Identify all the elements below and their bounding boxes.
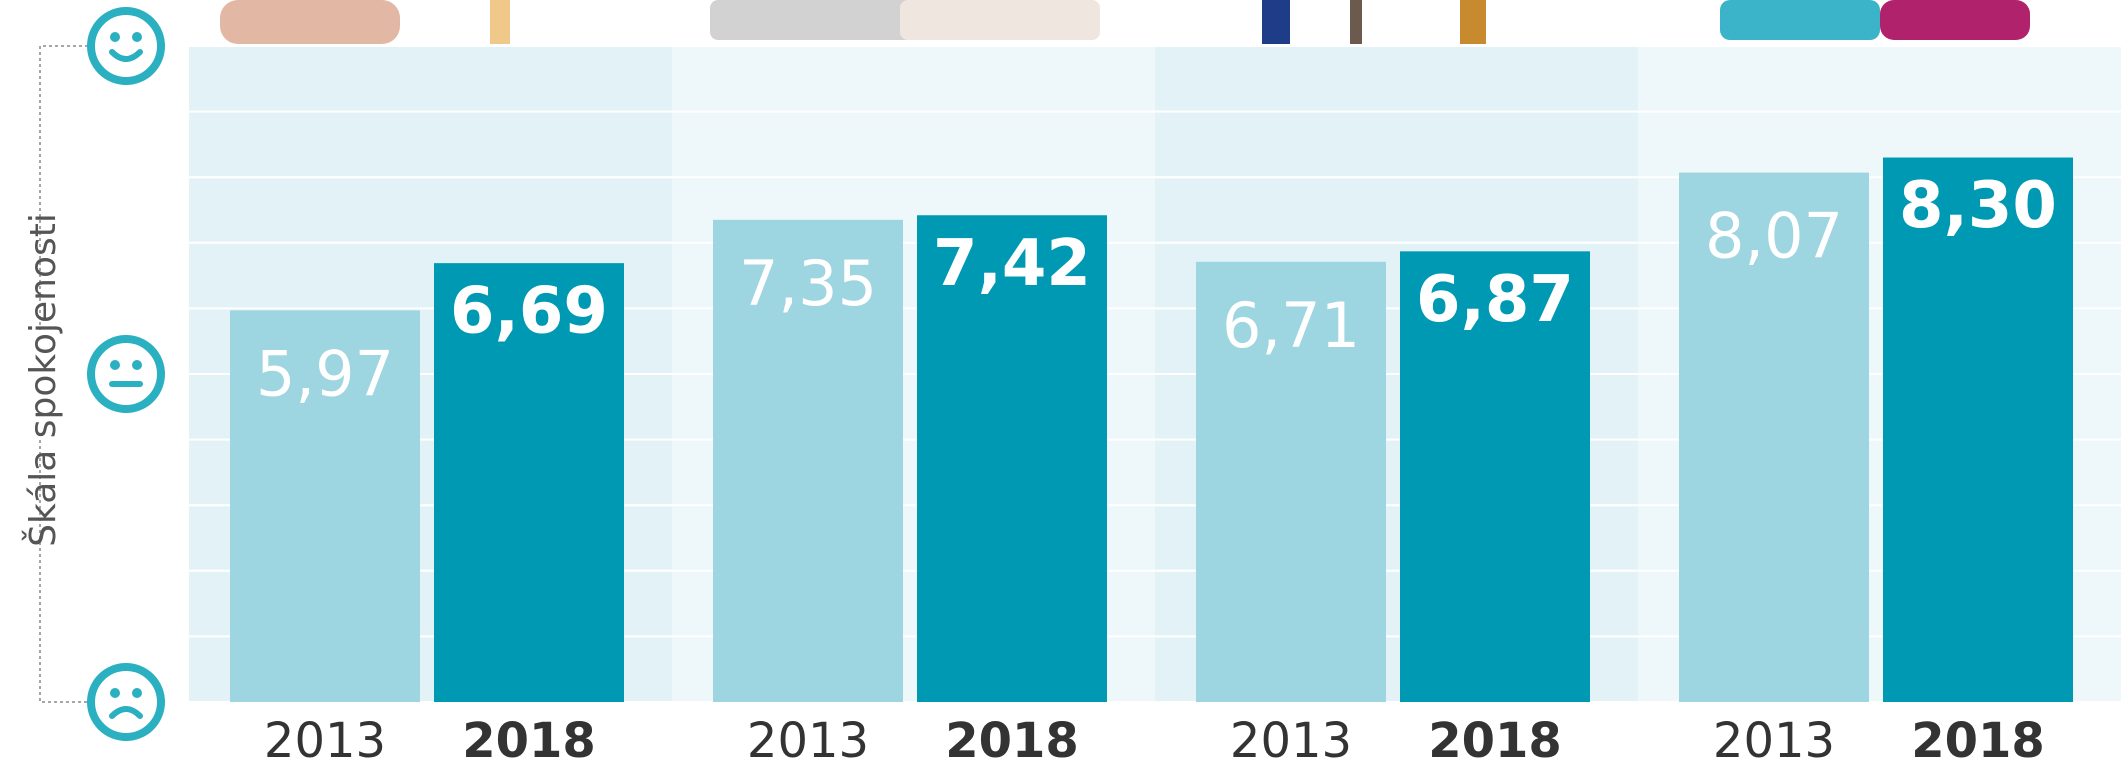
scale-bracket [39,45,88,703]
x-tick-label: 2018 [1428,713,1562,767]
icon-mouth [109,49,143,62]
icon-eye [110,360,120,370]
x-tick-label: 2013 [1713,713,1835,767]
value-label: 5,97 [256,337,394,410]
y-axis-label: Škála spokojenosti [22,213,64,547]
value-label: 8,30 [1899,169,2057,243]
top-illustrations [220,0,2030,44]
x-tick-label: 2013 [264,713,386,767]
icon-mouth [109,706,143,719]
bar [1196,261,1386,702]
scale-icon [87,7,165,85]
x-tick-label: 2018 [462,713,596,767]
value-label: 6,71 [1222,289,1360,362]
scale-icons [39,7,165,741]
value-label: 8,07 [1705,200,1843,273]
bar [917,215,1107,703]
bar [1679,172,1869,702]
x-tick-label: 2018 [945,713,1079,767]
icon-eye [132,360,142,370]
icon-eye [110,688,120,698]
scale-icon [87,663,165,741]
scale-icon [87,335,165,413]
bar [1883,157,2073,702]
bar [230,310,420,702]
icon-eye [132,688,142,698]
icon-eye [110,32,120,42]
value-label: 6,87 [1416,263,1574,337]
icon-eye [132,32,142,42]
value-label: 7,42 [933,227,1091,301]
icon-face [87,335,165,413]
icon-face [87,7,165,85]
bar [1400,251,1590,702]
x-tick-label: 2018 [1911,713,2045,767]
icon-face [87,663,165,741]
bar [434,263,624,702]
x-tick-label: 2013 [1230,713,1352,767]
bars: 5,97 2013 6,69 2018 7,35 2013 7,42 2018 6,71 2013… [230,157,2073,767]
bar [713,219,903,702]
value-label: 6,69 [450,275,608,349]
value-label: 7,35 [739,247,877,320]
x-tick-label: 2013 [747,713,869,767]
